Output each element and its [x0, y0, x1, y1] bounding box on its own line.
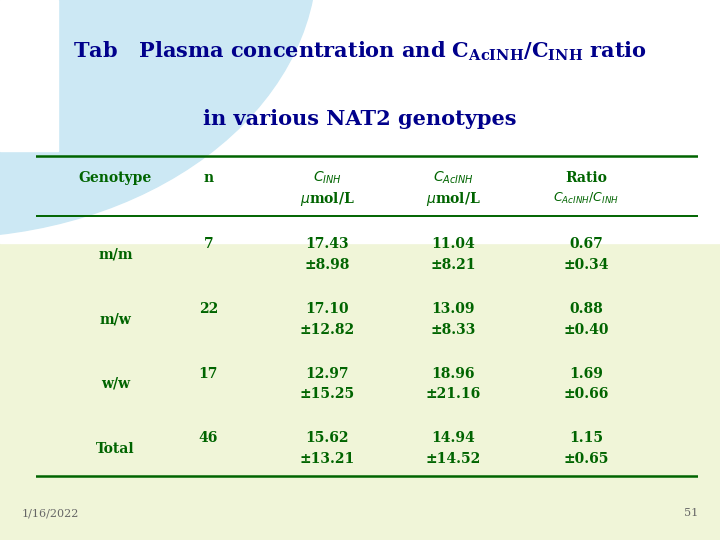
Text: 14.94: 14.94: [431, 431, 475, 446]
Text: 15.62: 15.62: [306, 431, 349, 446]
Text: ±13.21: ±13.21: [300, 452, 355, 466]
Text: $C_{INH}$: $C_{INH}$: [313, 170, 342, 186]
Text: $\mu$mol/L: $\mu$mol/L: [426, 190, 481, 207]
Text: 1/16/2022: 1/16/2022: [22, 508, 78, 518]
Text: ±8.98: ±8.98: [305, 258, 350, 272]
Text: in various NAT2 genotypes: in various NAT2 genotypes: [203, 109, 517, 129]
Text: ±14.52: ±14.52: [426, 452, 481, 466]
Text: 17.10: 17.10: [306, 302, 349, 316]
Text: 13.09: 13.09: [431, 302, 475, 316]
Text: 22: 22: [199, 302, 218, 316]
Text: 46: 46: [199, 431, 218, 446]
Text: 7: 7: [204, 238, 213, 252]
Text: 0.67: 0.67: [569, 238, 603, 252]
Text: Total: Total: [96, 442, 135, 456]
Text: ±0.40: ±0.40: [563, 322, 608, 336]
Text: m/w: m/w: [99, 312, 132, 326]
Text: $\mu$mol/L: $\mu$mol/L: [300, 190, 355, 207]
Text: ±0.34: ±0.34: [563, 258, 608, 272]
Bar: [0, 0, 58, 151]
Text: 18.96: 18.96: [431, 367, 475, 381]
Text: m/m: m/m: [98, 248, 132, 262]
Circle shape: [0, 0, 317, 238]
Text: 17: 17: [199, 367, 218, 381]
Text: ±15.25: ±15.25: [300, 387, 355, 401]
Text: 11.04: 11.04: [431, 238, 475, 252]
Text: Ratio: Ratio: [565, 171, 607, 185]
Text: Tab   Plasma concentration and $\mathdefault{C_{AcINH}/C_{INH}}$ ratio: Tab Plasma concentration and $\mathdefau…: [73, 39, 647, 63]
Bar: [0, 0, 720, 243]
Text: ±8.21: ±8.21: [431, 258, 476, 272]
Text: ±12.82: ±12.82: [300, 322, 355, 336]
Text: $C_{AcINH}$: $C_{AcINH}$: [433, 170, 474, 186]
Text: n: n: [203, 171, 213, 185]
Text: $C_{AcINH}/C_{INH}$: $C_{AcINH}/C_{INH}$: [553, 191, 618, 206]
Text: 1.15: 1.15: [569, 431, 603, 446]
Text: ±21.16: ±21.16: [426, 387, 481, 401]
Text: 51: 51: [685, 508, 698, 518]
Text: w/w: w/w: [101, 377, 130, 391]
Text: ±0.66: ±0.66: [563, 387, 608, 401]
Text: ±8.33: ±8.33: [431, 322, 476, 336]
Text: Genotype: Genotype: [79, 171, 152, 185]
Text: 17.43: 17.43: [306, 238, 349, 252]
Text: ±0.65: ±0.65: [563, 452, 608, 466]
Text: 0.88: 0.88: [569, 302, 603, 316]
Text: 12.97: 12.97: [306, 367, 349, 381]
Text: 1.69: 1.69: [569, 367, 603, 381]
